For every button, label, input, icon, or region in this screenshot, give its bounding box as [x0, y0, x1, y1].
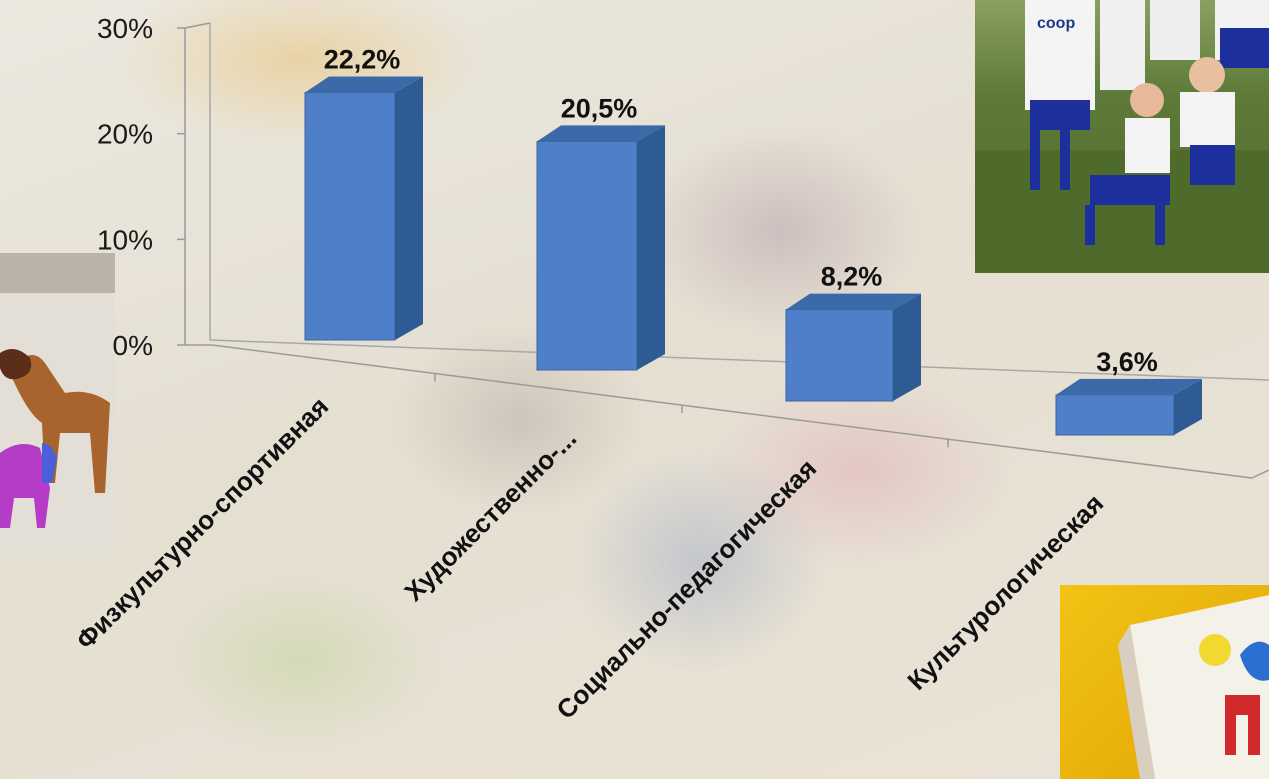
- bar-front: [304, 91, 396, 341]
- chart-bars: [304, 76, 1202, 436]
- floor-back-edge: [209, 339, 1269, 381]
- football-team-photo: coop: [975, 0, 1269, 273]
- floor-right-edge: [1251, 469, 1269, 479]
- y-axis-ticks: 0% 10% 20% 30%: [97, 13, 185, 361]
- bar-side: [637, 125, 665, 370]
- data-label: 22,2%: [324, 44, 401, 74]
- y-tick-label: 20%: [97, 119, 153, 150]
- y-axis-top-cap: [184, 22, 211, 29]
- childrens-drawing-photo: [1060, 585, 1269, 779]
- y-tick-label: 0%: [113, 330, 153, 361]
- clay-toys-photo: [0, 253, 115, 558]
- x-tick-label: Художественно-...: [398, 423, 582, 607]
- bar-front: [785, 309, 894, 402]
- bar-side: [395, 76, 423, 340]
- y-tick-label: 30%: [97, 13, 153, 44]
- bar-front: [1055, 394, 1175, 436]
- x-tick-label: Физкультурно-спортивная: [70, 391, 334, 655]
- y-tick-label: 10%: [97, 224, 153, 255]
- data-labels: 22,2% 20,5% 8,2% 3,6%: [324, 44, 1158, 376]
- bar-side: [893, 293, 921, 401]
- x-tick-label: Культурологическая: [901, 488, 1109, 696]
- data-label: 20,5%: [561, 93, 638, 123]
- bar-top: [305, 76, 423, 93]
- bar-top: [786, 293, 921, 310]
- data-label: 3,6%: [1096, 347, 1158, 377]
- bar-top: [537, 125, 665, 142]
- x-axis-labels: Физкультурно-спортивная Художественно-...…: [70, 391, 1109, 725]
- chart-axes: [184, 22, 1269, 479]
- x-tick-label: Социально-педагогическая: [550, 453, 822, 725]
- x-axis-line: [211, 344, 1253, 479]
- bar-side: [1174, 378, 1202, 435]
- bar-top: [1056, 378, 1202, 395]
- data-label: 8,2%: [821, 262, 883, 292]
- bar-front: [536, 140, 638, 371]
- svg-text:coop: coop: [1037, 15, 1075, 32]
